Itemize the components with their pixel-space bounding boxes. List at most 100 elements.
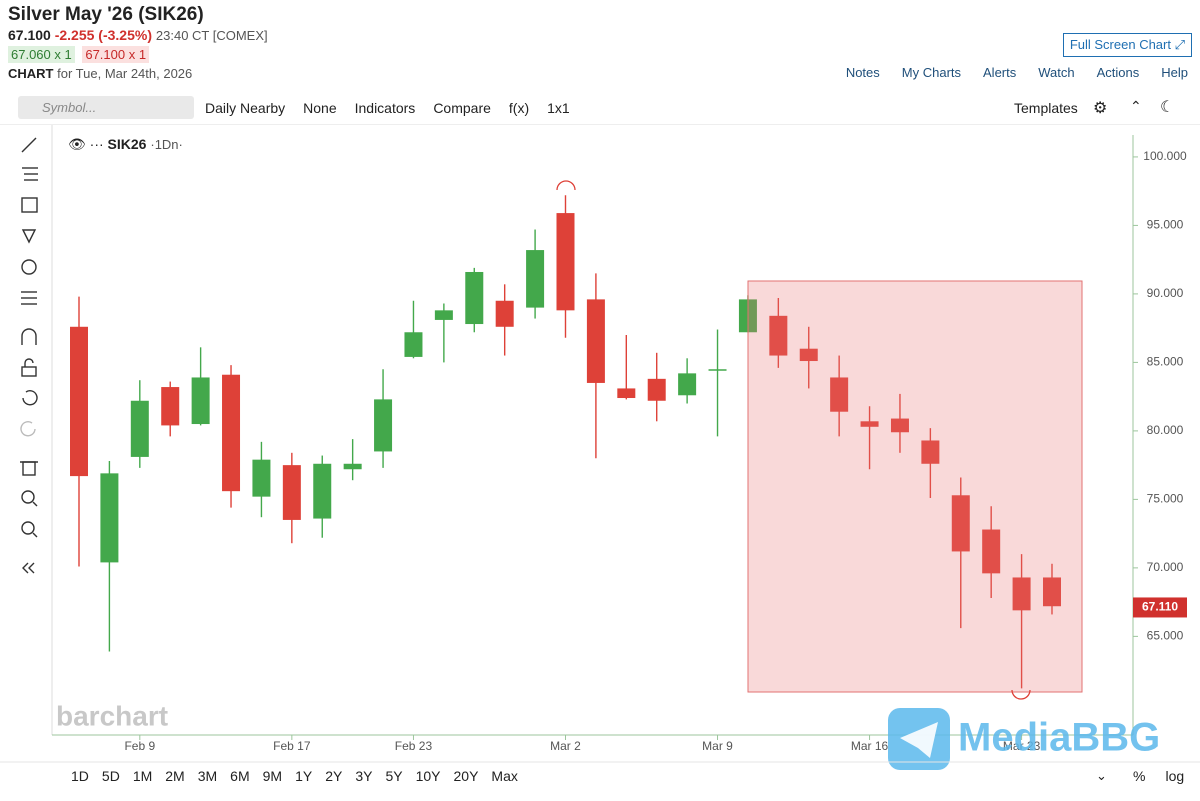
collapse-icon[interactable]: ⌃ xyxy=(1130,98,1142,114)
candle-body xyxy=(860,421,879,427)
legend-symbol: SIK26 xyxy=(107,136,147,152)
range-button[interactable]: 1D xyxy=(71,768,89,784)
range-button[interactable]: 3M xyxy=(197,768,218,784)
candle-body xyxy=(374,399,393,452)
tool-shape[interactable] xyxy=(21,197,38,213)
change: -2.255 (-3.25%) xyxy=(54,27,152,43)
candle-body xyxy=(526,250,545,308)
y-tick-label: 65.000 xyxy=(1147,629,1184,643)
tool-zoom-in[interactable] xyxy=(21,490,35,504)
candle-body xyxy=(343,463,362,470)
x-tick-label: Mar 23 xyxy=(1003,739,1041,753)
range-button[interactable]: 5Y xyxy=(385,768,403,784)
header-link[interactable]: Alerts xyxy=(983,65,1017,80)
candle-body xyxy=(982,529,1001,574)
y-tick-label: 90.000 xyxy=(1147,286,1184,300)
toolbar-item[interactable]: 1x1 xyxy=(547,100,570,116)
y-tick-label: 75.000 xyxy=(1147,492,1184,506)
high-marker xyxy=(556,180,576,191)
candle-body xyxy=(708,369,727,371)
range-button[interactable]: 2Y xyxy=(325,768,343,784)
y-tick-label: 100.000 xyxy=(1143,149,1187,163)
candle-body xyxy=(1012,577,1031,611)
range-button[interactable]: 10Y xyxy=(415,768,441,784)
range-bar: 1D 5D 1M 2M 3M 6M 9M 1Y 2Y 3Y 5Y 10Y 20Y Max xyxy=(71,768,518,784)
tool-zoom-out[interactable] xyxy=(21,521,35,535)
ask: 67.100 x 1 xyxy=(82,46,150,63)
candle-body xyxy=(647,378,666,401)
x-tick-label: Feb 9 xyxy=(124,739,155,753)
range-button[interactable]: Max xyxy=(491,768,518,784)
candle-body xyxy=(556,213,575,311)
range-button[interactable]: 1Y xyxy=(295,768,313,784)
x-tick-label: Mar 2 xyxy=(550,739,581,753)
tool-arrow[interactable] xyxy=(21,229,37,244)
header-link[interactable]: My Charts xyxy=(901,65,962,80)
candle-body xyxy=(799,348,818,362)
watermark-logo-icon xyxy=(900,722,938,758)
scale-option[interactable]: % xyxy=(1133,768,1146,784)
header-link[interactable]: Watch xyxy=(1038,65,1075,80)
candle-body xyxy=(434,310,453,320)
tool-line[interactable] xyxy=(21,137,37,153)
range-button[interactable]: 2M xyxy=(165,768,185,784)
range-button[interactable]: 1M xyxy=(132,768,153,784)
scale-option[interactable]: log xyxy=(1165,768,1185,784)
range-button[interactable]: 20Y xyxy=(453,768,479,784)
tool-undo[interactable] xyxy=(22,390,38,406)
toolbar-item[interactable]: f(x) xyxy=(508,100,530,116)
candle-body xyxy=(404,332,423,357)
candle-body xyxy=(1042,577,1061,607)
candle-body xyxy=(921,440,940,464)
candle-body xyxy=(495,300,514,327)
toolbar-item[interactable]: Daily Nearby xyxy=(205,100,286,116)
candle-body xyxy=(313,463,332,519)
header-links: Notes My Charts Alerts Watch Actions Help xyxy=(846,65,1188,80)
chart-legend: 👁 ··· SIK26 ·1Dn· xyxy=(68,136,183,152)
chart-date: for Tue, Mar 24th, 2026 xyxy=(57,66,193,81)
bid-ask: 67.060 x 1 67.100 x 1 xyxy=(8,46,150,63)
range-button[interactable]: 9M xyxy=(262,768,283,784)
range-button[interactable]: 3Y xyxy=(355,768,373,784)
range-button[interactable]: 5D xyxy=(101,768,120,784)
header-link[interactable]: Notes xyxy=(845,65,880,80)
tool-collapse[interactable] xyxy=(22,562,35,574)
quote-line: 67.100 -2.255 (-3.25%) 23:40 CT [COMEX] xyxy=(8,27,268,43)
price: 67.100 xyxy=(8,27,51,43)
candle-body xyxy=(586,299,605,383)
candle-body xyxy=(465,271,484,325)
candle-body xyxy=(100,473,119,563)
candle-body xyxy=(678,373,697,396)
settings-icon[interactable]: ⚙ xyxy=(1093,100,1108,117)
x-tick-label: Mar 16 xyxy=(851,739,889,753)
candle-body xyxy=(191,377,210,425)
tool-lock[interactable] xyxy=(21,366,37,377)
range-expand[interactable]: ⌄ xyxy=(1096,768,1107,783)
candle-body xyxy=(890,418,909,433)
tool-magnet[interactable] xyxy=(21,328,37,345)
chart-label: CHART xyxy=(8,66,54,81)
header-link[interactable]: Actions xyxy=(1096,65,1140,80)
toolbar-item[interactable]: None xyxy=(303,100,337,116)
candle-body xyxy=(282,465,301,520)
tool-redo[interactable] xyxy=(20,421,36,437)
symbol-search[interactable]: Symbol... xyxy=(18,96,194,119)
y-tick-label: 95.000 xyxy=(1147,218,1184,232)
toolbar-item[interactable]: Compare xyxy=(433,100,491,116)
full-screen-button[interactable]: Full Screen Chart ⤢ xyxy=(1062,33,1192,57)
header-link[interactable]: Help xyxy=(1161,65,1188,80)
templates[interactable]: Templates xyxy=(1014,100,1078,116)
full-screen-label: Full Screen Chart xyxy=(1069,37,1171,52)
range-button[interactable]: 6M xyxy=(230,768,250,784)
toolbar: Symbol... Daily Nearby None Indicators Comp… xyxy=(0,92,1200,125)
candle-body xyxy=(70,326,88,477)
highlight-box xyxy=(747,280,1083,693)
toolbar-item[interactable]: Indicators xyxy=(354,100,416,116)
tool-number[interactable] xyxy=(21,259,37,275)
candle-body xyxy=(161,387,180,426)
plot-area: 65.000 70.000 75.000 80.000 85.000 90.000 95.0… xyxy=(70,149,1187,753)
toolbar-items: Daily Nearby None Indicators Compare f(x) 1x1 xyxy=(205,100,570,116)
theme-icon[interactable]: ☾ xyxy=(1160,99,1175,116)
candle-body xyxy=(130,400,149,457)
